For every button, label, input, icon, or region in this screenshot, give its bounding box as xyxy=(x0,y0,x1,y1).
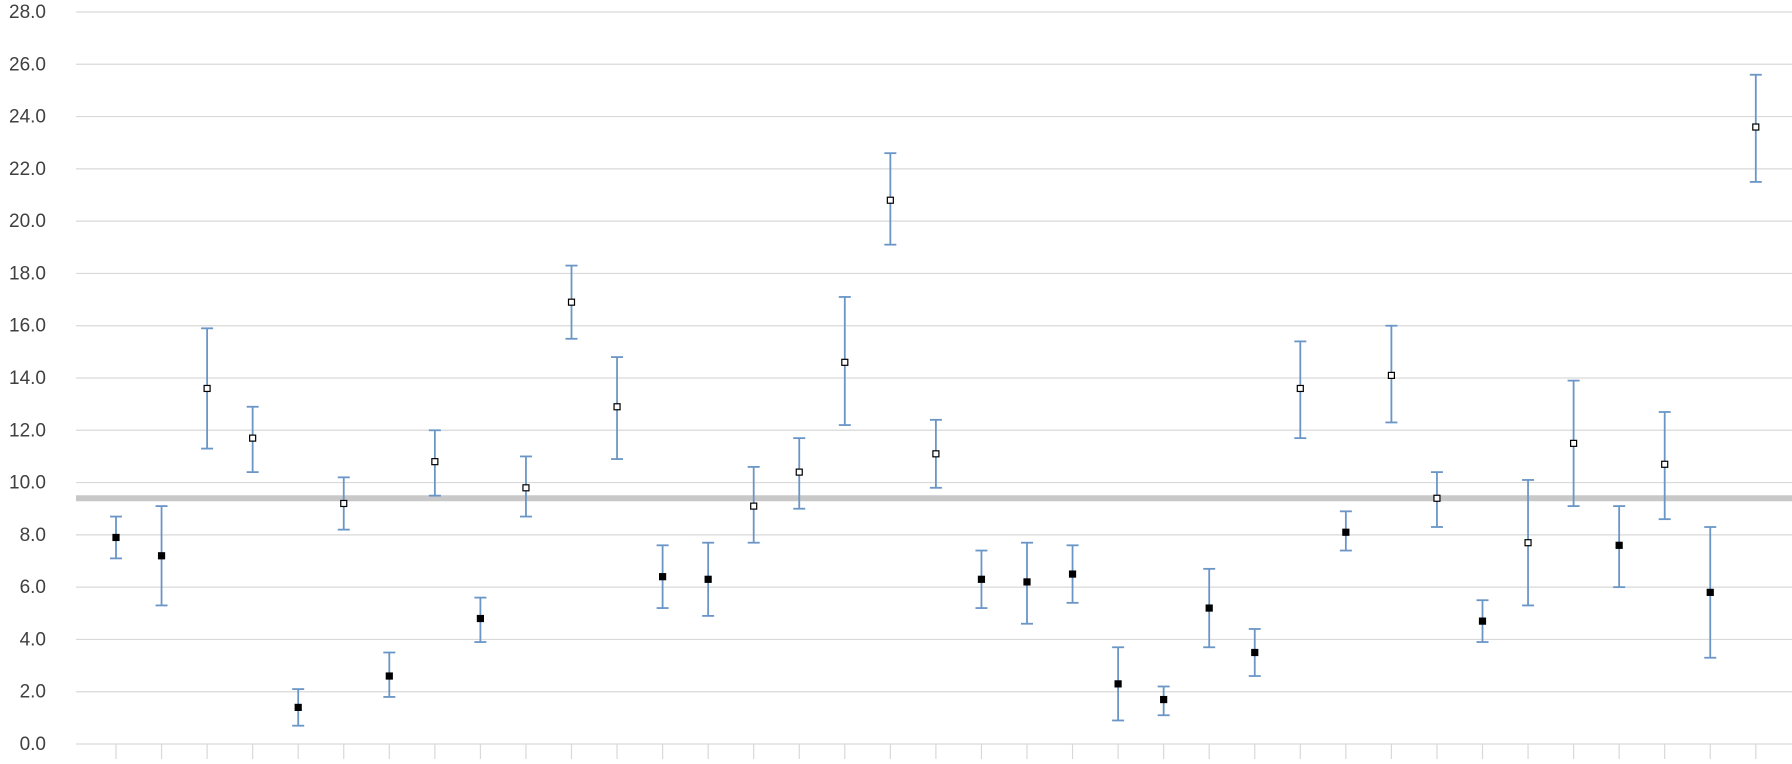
point-marker-hollow xyxy=(614,404,620,410)
data-point-20 xyxy=(975,551,987,609)
point-marker-filled xyxy=(660,574,666,580)
point-marker-hollow xyxy=(751,503,757,509)
data-point-21 xyxy=(1021,543,1033,624)
data-point-7 xyxy=(383,653,395,697)
point-marker-filled xyxy=(1480,618,1486,624)
data-point-26 xyxy=(1249,629,1261,676)
data-point-23 xyxy=(1112,647,1124,720)
point-marker-filled xyxy=(159,553,165,559)
data-point-5 xyxy=(292,689,304,726)
y-axis: 0.0 2.0 4.0 6.0 8.0 10.0 12.0 14.0 16.0 18.0 20.0 2… xyxy=(9,2,46,755)
y-tick-label: 6.0 xyxy=(20,577,46,598)
point-marker-filled xyxy=(1343,529,1349,535)
point-marker-hollow xyxy=(933,451,939,457)
y-tick-label: 20.0 xyxy=(9,211,46,232)
data-point-36 xyxy=(1704,527,1716,658)
data-point-28 xyxy=(1340,511,1352,550)
data-point-14 xyxy=(702,543,714,616)
point-marker-hollow xyxy=(842,359,848,365)
data-point-18 xyxy=(884,153,896,245)
y-tick-label: 10.0 xyxy=(9,473,46,494)
point-marker-hollow xyxy=(1753,124,1759,130)
data-point-25 xyxy=(1203,569,1215,647)
point-marker-filled xyxy=(113,534,119,540)
point-marker-filled xyxy=(978,576,984,582)
point-marker-filled xyxy=(1070,571,1076,577)
point-marker-filled xyxy=(1024,579,1030,585)
data-point-2 xyxy=(156,506,168,605)
point-marker-hollow xyxy=(796,469,802,475)
data-point-11 xyxy=(566,266,578,339)
data-points xyxy=(110,75,1762,726)
data-point-35 xyxy=(1659,412,1671,519)
data-point-17 xyxy=(839,297,851,425)
y-tick-label: 26.0 xyxy=(9,54,46,75)
y-tick-label: 14.0 xyxy=(9,368,46,389)
point-marker-hollow xyxy=(1297,385,1303,391)
data-point-15 xyxy=(748,467,760,543)
point-marker-hollow xyxy=(1388,372,1394,378)
point-marker-hollow xyxy=(204,385,210,391)
point-marker-hollow xyxy=(569,299,575,305)
data-point-6 xyxy=(338,477,350,529)
data-point-10 xyxy=(520,456,532,516)
y-tick-label: 12.0 xyxy=(9,420,46,441)
data-point-37 xyxy=(1750,75,1762,182)
point-marker-filled xyxy=(1206,605,1212,611)
data-point-8 xyxy=(429,430,441,495)
point-marker-filled xyxy=(1161,697,1167,703)
point-marker-hollow xyxy=(887,197,893,203)
point-marker-hollow xyxy=(523,485,529,491)
data-point-27 xyxy=(1294,341,1306,438)
data-point-1 xyxy=(110,517,122,559)
y-tick-label: 28.0 xyxy=(9,2,46,23)
data-point-9 xyxy=(474,598,486,642)
point-marker-filled xyxy=(295,704,301,710)
data-point-33 xyxy=(1568,381,1580,506)
y-tick-label: 18.0 xyxy=(9,263,46,284)
y-tick-label: 22.0 xyxy=(9,159,46,180)
data-point-12 xyxy=(611,357,623,459)
point-marker-hollow xyxy=(1662,461,1668,467)
data-point-24 xyxy=(1158,686,1170,715)
data-point-29 xyxy=(1385,326,1397,423)
data-point-4 xyxy=(247,407,259,472)
point-marker-filled xyxy=(386,673,392,679)
y-tick-label: 8.0 xyxy=(20,525,46,546)
point-marker-filled xyxy=(1115,681,1121,687)
point-marker-hollow xyxy=(1434,495,1440,501)
point-marker-hollow xyxy=(250,435,256,441)
y-tick-label: 24.0 xyxy=(9,107,46,128)
point-marker-filled xyxy=(705,576,711,582)
point-marker-filled xyxy=(1252,650,1258,656)
data-point-13 xyxy=(657,545,669,608)
point-marker-hollow xyxy=(1571,440,1577,446)
point-marker-filled xyxy=(477,616,483,622)
y-tick-label: 2.0 xyxy=(20,682,46,703)
point-marker-filled xyxy=(1707,589,1713,595)
data-point-31 xyxy=(1477,600,1489,642)
y-tick-label: 4.0 xyxy=(20,629,46,650)
point-marker-filled xyxy=(1616,542,1622,548)
data-point-22 xyxy=(1067,545,1079,603)
gridlines xyxy=(76,12,1792,744)
y-tick-label: 0.0 xyxy=(20,734,46,755)
data-point-34 xyxy=(1613,506,1625,587)
y-tick-label: 16.0 xyxy=(9,316,46,337)
point-marker-hollow xyxy=(341,500,347,506)
point-marker-hollow xyxy=(432,459,438,465)
point-marker-hollow xyxy=(1525,540,1531,546)
x-axis-ticks xyxy=(116,744,1756,759)
